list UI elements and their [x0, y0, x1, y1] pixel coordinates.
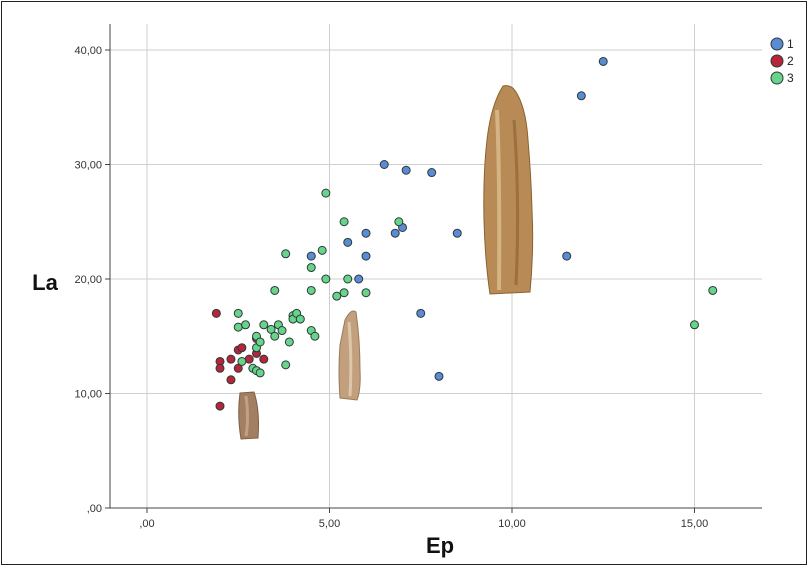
series-3-point	[306, 285, 316, 295]
series-1-point	[390, 228, 400, 238]
series-3-point	[339, 217, 349, 227]
y-tick-label: 20,00	[74, 274, 102, 286]
series-3-point	[321, 188, 331, 198]
large-blade-shadow	[512, 119, 520, 286]
series-3-point	[310, 331, 320, 341]
y-tick-label: ,00	[87, 503, 102, 515]
x-tick-label: ,00	[139, 518, 154, 530]
series-3-point	[295, 314, 305, 324]
series-3-point	[266, 324, 276, 334]
series-3-point	[690, 320, 699, 330]
small-blade-highlight	[244, 395, 249, 437]
series-3-point	[343, 274, 353, 284]
y-axis-title: La	[32, 270, 58, 295]
y-tick-label: 30,00	[74, 160, 102, 172]
series-3-point	[332, 291, 342, 301]
series-3-point	[708, 285, 718, 295]
series-3-point	[233, 322, 243, 332]
legend-label-3: 3	[787, 71, 794, 85]
series-3-point	[255, 368, 265, 378]
series-3-point	[270, 285, 280, 295]
x-tick-label: 15,00	[681, 518, 709, 530]
series-3-point	[255, 337, 265, 347]
legend-marker-1	[770, 37, 784, 51]
series-3-point	[270, 331, 280, 341]
series-1-point	[452, 228, 462, 238]
series-1-point	[306, 251, 316, 261]
series-1-point	[427, 168, 437, 178]
series-3-point	[306, 263, 316, 273]
series-2-point	[215, 363, 225, 373]
series-2-point	[226, 375, 236, 385]
series-3-point	[241, 320, 251, 330]
series-1-point	[576, 91, 586, 101]
series-2-point	[237, 343, 247, 353]
legend: 1 2 3	[770, 37, 794, 85]
series-3-point	[339, 288, 349, 298]
legend-marker-2	[770, 54, 784, 68]
series-3-point	[237, 356, 247, 366]
legend-marker-3	[770, 71, 784, 85]
series-2-point	[215, 401, 225, 411]
series-1-point	[354, 274, 364, 284]
grid-lines	[110, 24, 762, 508]
medium-blade-highlight	[347, 321, 353, 397]
series-1-point	[434, 371, 444, 381]
series-3-point	[233, 308, 243, 318]
series-1-point	[361, 251, 371, 261]
series-2-point	[259, 354, 269, 364]
series-3-point	[284, 337, 294, 347]
series-3-point	[321, 274, 331, 284]
data-points	[211, 56, 718, 411]
x-axis-title: Ep	[426, 533, 454, 558]
series-3-point	[394, 217, 404, 227]
series-1-point	[416, 308, 426, 318]
series-3-point	[259, 320, 269, 330]
series-2-point	[226, 354, 236, 364]
large-blade-highlight	[495, 109, 502, 291]
series-2-point	[244, 354, 254, 364]
y-tick-label: 10,00	[74, 389, 102, 401]
series-3-point	[361, 288, 371, 298]
x-tick-label: 10,00	[498, 518, 526, 530]
large-blade-artifact-image	[483, 85, 534, 295]
series-1-point	[401, 165, 411, 175]
axes: ,00 5,00 10,00 15,00 ,00 10,00 20,00 30,00 40,00	[74, 24, 762, 530]
series-1-point	[361, 228, 371, 238]
series-2-point	[233, 363, 243, 373]
artifact-images	[238, 85, 534, 440]
series-3-point	[277, 326, 287, 336]
series-1-point	[379, 160, 389, 169]
y-tick-label: 40,00	[74, 45, 102, 57]
series-3-point	[281, 249, 291, 259]
series-2-point	[211, 308, 221, 318]
legend-label-1: 1	[787, 37, 794, 51]
series-3-point	[317, 245, 327, 255]
series-1-point	[562, 251, 572, 261]
series-3-point	[281, 360, 291, 370]
legend-label-2: 2	[787, 54, 794, 68]
x-tick-label: 5,00	[319, 518, 340, 530]
series-1-point	[598, 56, 608, 66]
series-1-point	[343, 237, 353, 247]
